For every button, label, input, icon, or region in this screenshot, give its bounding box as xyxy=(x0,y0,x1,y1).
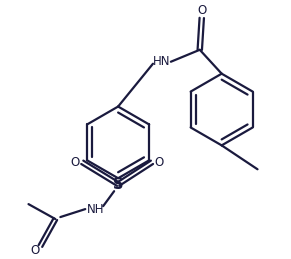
Text: O: O xyxy=(71,156,80,169)
Text: S: S xyxy=(113,177,123,192)
Text: HN: HN xyxy=(153,55,171,68)
Text: NH: NH xyxy=(86,203,104,215)
Text: O: O xyxy=(31,244,40,257)
Text: O: O xyxy=(197,4,206,17)
Text: O: O xyxy=(154,156,164,169)
